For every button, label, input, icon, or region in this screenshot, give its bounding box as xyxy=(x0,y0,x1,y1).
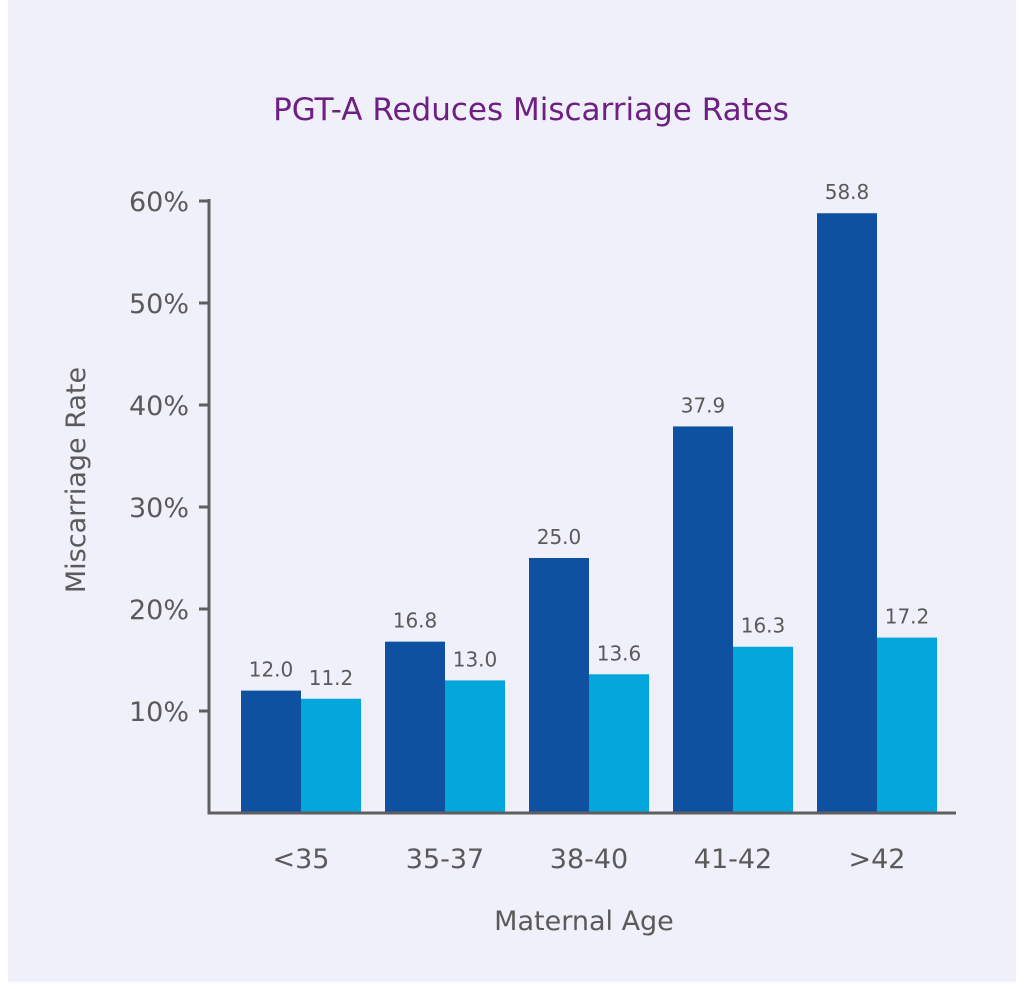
bar-series-2-0 xyxy=(301,698,361,813)
value-label: 16.3 xyxy=(741,614,786,638)
value-label: 17.2 xyxy=(885,605,930,629)
value-label: 11.2 xyxy=(309,666,354,690)
y-tick-label: 50% xyxy=(129,289,189,320)
x-axis-categories: <35 35-37 38-40 41-42 >42 xyxy=(273,844,906,875)
x-tick-label: 35-37 xyxy=(406,844,484,875)
value-labels: 12.0 16.8 25.0 37.9 58.8 11.2 13.0 13.6 16.3 17.2 xyxy=(249,180,930,690)
value-label: 13.0 xyxy=(453,647,498,671)
bar-series-1-2 xyxy=(529,558,589,813)
bar-series-1-4 xyxy=(817,213,877,814)
y-axis-ticks: 10% 20% 30% 40% 50% 60% xyxy=(129,187,209,728)
bar-series-1-3 xyxy=(673,426,733,813)
bars xyxy=(241,213,937,814)
value-label: 37.9 xyxy=(681,393,726,417)
x-tick-label: 41-42 xyxy=(694,844,772,875)
y-tick-label: 20% xyxy=(129,595,189,626)
y-tick-label: 40% xyxy=(129,391,189,422)
y-tick-label: 60% xyxy=(129,187,189,218)
bar-series-1-0 xyxy=(241,690,301,813)
bar-series-2-3 xyxy=(733,646,793,813)
chart-card: PGT-A Reduces Miscarriage Rates 10% 20% 30… xyxy=(8,0,1016,982)
x-tick-label: >42 xyxy=(849,844,906,875)
y-axis-title: Miscarriage Rate xyxy=(61,367,92,593)
x-tick-label: 38-40 xyxy=(550,844,628,875)
chart-title: PGT-A Reduces Miscarriage Rates xyxy=(273,92,789,128)
value-label: 13.6 xyxy=(597,641,642,665)
bar-series-2-4 xyxy=(877,637,937,813)
value-label: 12.0 xyxy=(249,658,294,682)
y-tick-label: 10% xyxy=(129,697,189,728)
x-tick-label: <35 xyxy=(273,844,330,875)
value-label: 58.8 xyxy=(825,180,870,204)
bar-chart: PGT-A Reduces Miscarriage Rates 10% 20% 30… xyxy=(61,92,956,937)
bar-series-1-1 xyxy=(385,641,445,813)
value-label: 25.0 xyxy=(537,525,582,549)
bar-series-2-2 xyxy=(589,674,649,813)
bar-series-2-1 xyxy=(445,680,505,813)
x-axis-title: Maternal Age xyxy=(494,906,674,937)
value-label: 16.8 xyxy=(393,609,438,633)
y-tick-label: 30% xyxy=(129,493,189,524)
